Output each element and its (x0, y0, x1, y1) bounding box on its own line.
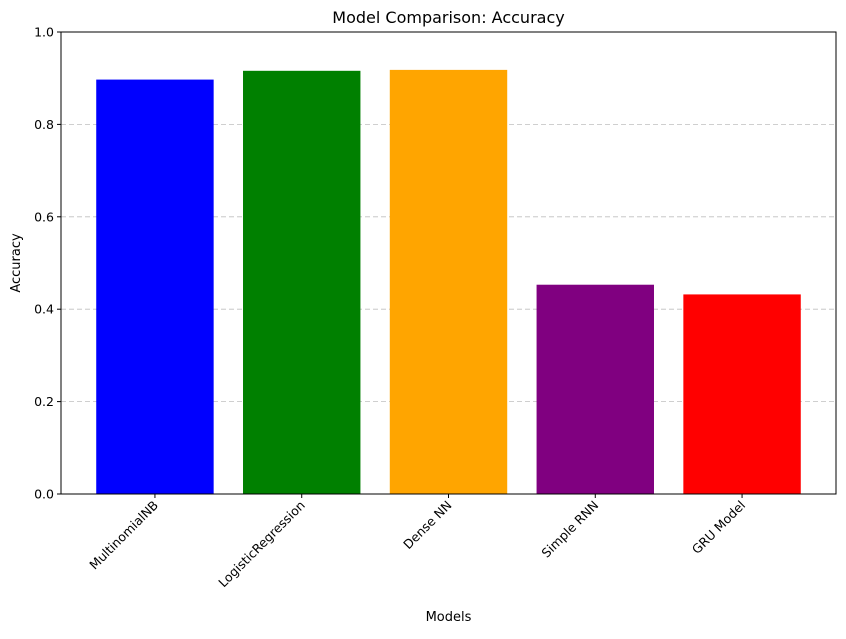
bar (96, 80, 213, 494)
y-tick-label: 1.0 (34, 25, 54, 40)
x-tick-label: LogisticRegression (215, 498, 308, 591)
y-axis-label: Accuracy (9, 233, 24, 293)
x-tick-label: MultinomialNB (86, 498, 161, 573)
y-tick-label: 0.0 (34, 487, 54, 502)
y-tick-label: 0.6 (34, 209, 54, 224)
y-tick-label: 0.2 (34, 394, 54, 409)
chart-title: Model Comparison: Accuracy (332, 8, 564, 27)
bar (390, 70, 507, 494)
y-tick-label: 0.4 (34, 302, 54, 317)
bars (96, 70, 801, 494)
bar (537, 285, 654, 494)
bar (683, 294, 800, 494)
x-tick-label: Simple RNN (538, 498, 601, 561)
y-tick-label: 0.8 (34, 117, 54, 132)
y-axis: 0.0 0.2 0.4 0.6 0.8 1.0 (34, 25, 61, 502)
x-tick-label: Dense NN (400, 498, 455, 553)
x-axis: MultinomialNB LogisticRegression Dense NN S… (86, 494, 748, 590)
bar (243, 71, 360, 494)
x-tick-label: GRU Model (689, 498, 748, 557)
x-axis-label: Models (426, 610, 472, 625)
